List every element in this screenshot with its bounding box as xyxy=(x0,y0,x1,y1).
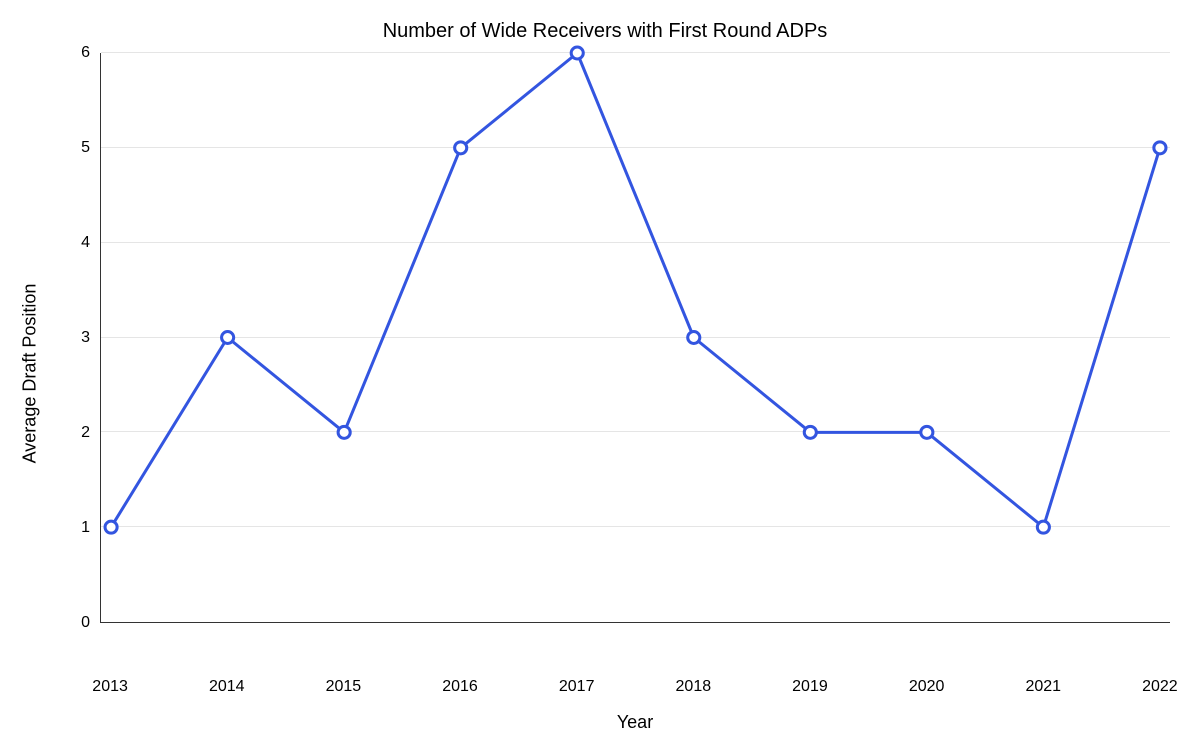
data-marker xyxy=(1154,142,1166,154)
line-chart-svg xyxy=(101,53,1170,622)
plot-area xyxy=(100,53,1170,623)
data-marker xyxy=(921,426,933,438)
y-tick-label: 1 xyxy=(81,519,90,537)
x-tick-label: 2013 xyxy=(92,678,128,696)
x-tick-label: 2019 xyxy=(792,678,828,696)
data-marker xyxy=(804,426,816,438)
x-tick-label: 2014 xyxy=(209,678,245,696)
data-marker xyxy=(571,47,583,59)
y-tick-label: 2 xyxy=(81,424,90,442)
x-tick-label: 2022 xyxy=(1142,678,1178,696)
y-tick-label: 5 xyxy=(81,139,90,157)
x-tick-label: 2015 xyxy=(326,678,362,696)
x-tick-label: 2016 xyxy=(442,678,478,696)
x-tick-label: 2017 xyxy=(559,678,595,696)
data-marker xyxy=(338,426,350,438)
y-tick-label: 3 xyxy=(81,329,90,347)
x-tick-label: 2018 xyxy=(676,678,712,696)
data-line xyxy=(111,53,1160,527)
plot-wrapper: Average Draft Position 0123456 201320142… xyxy=(40,53,1170,673)
data-marker xyxy=(222,332,234,344)
chart-container: Number of Wide Receivers with First Roun… xyxy=(40,20,1170,710)
x-tick-label: 2020 xyxy=(909,678,945,696)
x-axis-ticks: 2013201420152016201720182019202020212022 xyxy=(100,678,1170,703)
data-marker xyxy=(1037,521,1049,533)
data-marker xyxy=(455,142,467,154)
data-marker xyxy=(688,332,700,344)
y-tick-label: 0 xyxy=(81,614,90,632)
y-tick-label: 6 xyxy=(81,44,90,62)
x-axis-label: Year xyxy=(617,712,653,733)
chart-title: Number of Wide Receivers with First Roun… xyxy=(40,20,1170,43)
x-tick-label: 2021 xyxy=(1025,678,1061,696)
data-marker xyxy=(105,521,117,533)
y-tick-label: 4 xyxy=(81,234,90,252)
y-axis-ticks: 0123456 xyxy=(40,53,100,623)
y-axis-label: Average Draft Position xyxy=(20,284,41,464)
